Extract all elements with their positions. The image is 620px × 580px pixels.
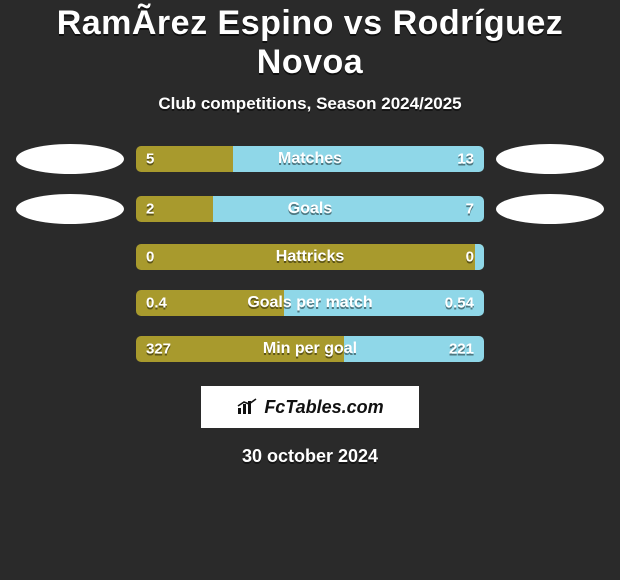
bar-segment-right bbox=[233, 146, 484, 172]
chart-icon bbox=[236, 398, 258, 416]
stat-value-right: 221 bbox=[449, 341, 474, 358]
left-oval bbox=[16, 194, 124, 224]
right-oval bbox=[496, 144, 604, 174]
page-title: RamÃ­rez Espino vs Rodríguez Novoa bbox=[0, 4, 620, 82]
stat-bar: 0 Hattricks 0 bbox=[136, 244, 484, 270]
stat-value-left: 327 bbox=[146, 341, 171, 358]
stat-label: Matches bbox=[278, 150, 342, 168]
stat-row: 2 Goals 7 bbox=[0, 194, 620, 224]
stat-label: Goals bbox=[288, 200, 332, 218]
stat-value-right: 7 bbox=[466, 201, 474, 218]
stat-value-left: 5 bbox=[146, 151, 154, 168]
bar-segment-right bbox=[213, 196, 484, 222]
stat-label: Min per goal bbox=[263, 340, 357, 358]
stat-row: 5 Matches 13 bbox=[0, 144, 620, 174]
stat-value-right: 0.54 bbox=[445, 295, 474, 312]
stat-bar: 0.4 Goals per match 0.54 bbox=[136, 290, 484, 316]
stat-value-right: 13 bbox=[457, 151, 474, 168]
stat-bar: 5 Matches 13 bbox=[136, 146, 484, 172]
comparison-card: RamÃ­rez Espino vs Rodríguez Novoa Club … bbox=[0, 0, 620, 580]
stat-value-left: 0.4 bbox=[146, 295, 167, 312]
stat-rows: 5 Matches 13 2 Goals 7 0 Hattricks 0 0.4 Goals per… bbox=[0, 144, 620, 362]
stat-label: Hattricks bbox=[276, 248, 344, 266]
left-oval bbox=[16, 144, 124, 174]
page-subtitle: Club competitions, Season 2024/2025 bbox=[0, 94, 620, 114]
brand-badge: FcTables.com bbox=[201, 386, 419, 428]
stat-row: 0.4 Goals per match 0.54 bbox=[0, 290, 620, 316]
stat-value-right: 0 bbox=[466, 249, 474, 266]
stat-label: Goals per match bbox=[247, 294, 372, 312]
stat-bar: 327 Min per goal 221 bbox=[136, 336, 484, 362]
stat-value-left: 2 bbox=[146, 201, 154, 218]
stat-row: 327 Min per goal 221 bbox=[0, 336, 620, 362]
stat-bar: 2 Goals 7 bbox=[136, 196, 484, 222]
stat-value-left: 0 bbox=[146, 249, 154, 266]
right-oval bbox=[496, 194, 604, 224]
stat-row: 0 Hattricks 0 bbox=[0, 244, 620, 270]
brand-text: FcTables.com bbox=[264, 397, 383, 418]
bar-segment-right bbox=[475, 244, 484, 270]
footer-date: 30 october 2024 bbox=[0, 446, 620, 467]
